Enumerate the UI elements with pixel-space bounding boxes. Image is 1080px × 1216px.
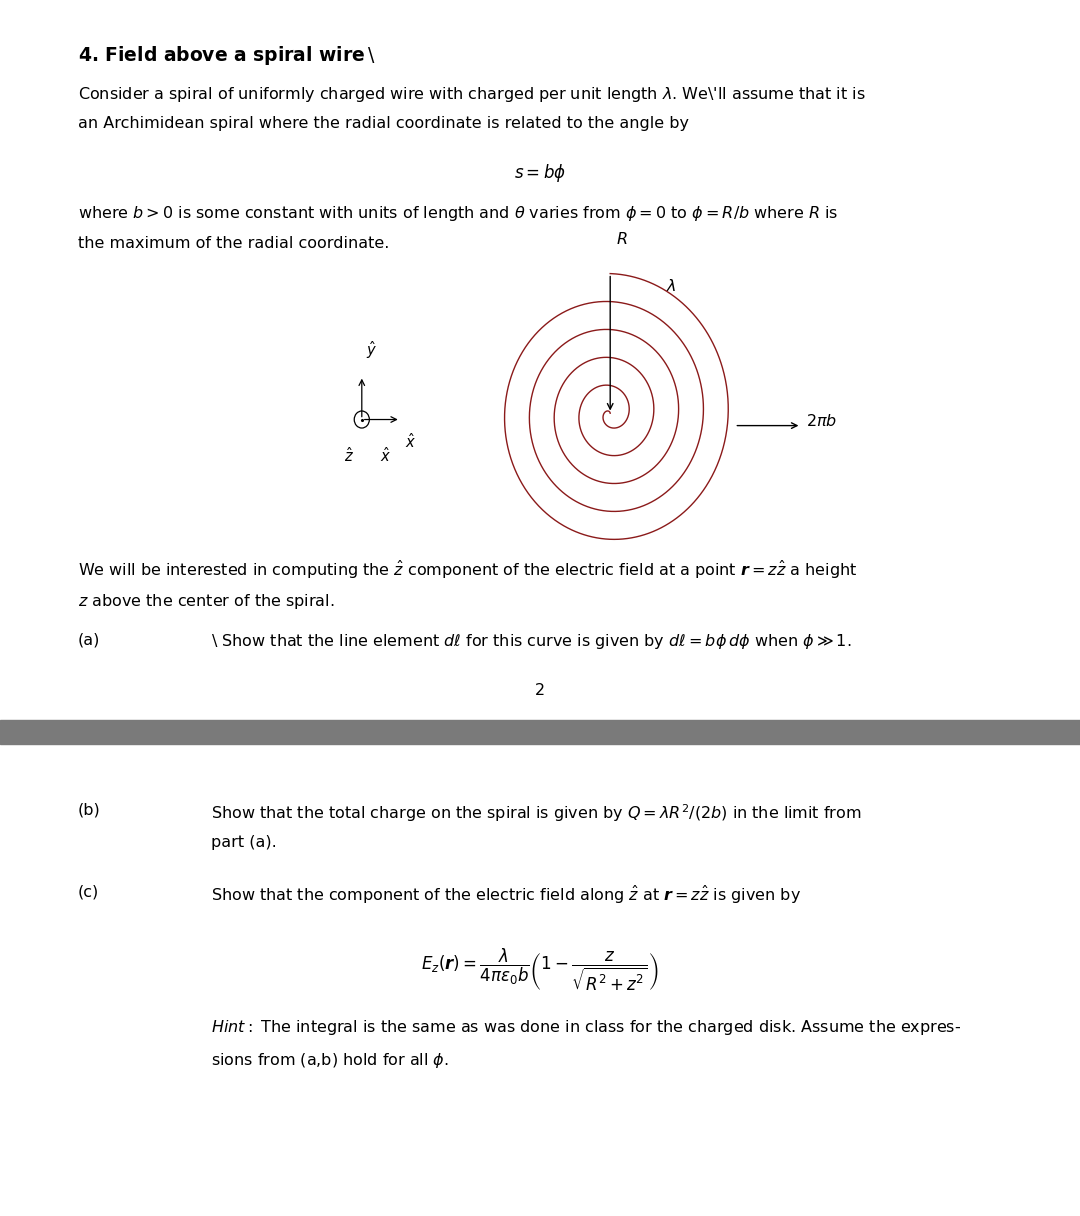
Text: $\backslash$ Show that the line element $d\ell$ for this curve is given by $d\el: $\backslash$ Show that the line element …	[211, 632, 851, 652]
Text: (c): (c)	[78, 884, 99, 899]
Text: $\hat{y}$: $\hat{y}$	[366, 339, 377, 361]
Text: Show that the total charge on the spiral is given by $Q = \lambda R^2/(2b)$ in t: Show that the total charge on the spiral…	[211, 803, 861, 824]
Text: (b): (b)	[78, 803, 100, 817]
Text: $\hat{z}$: $\hat{z}$	[343, 446, 354, 465]
Text: an Archimidean spiral where the radial coordinate is related to the angle by: an Archimidean spiral where the radial c…	[78, 116, 689, 130]
Text: $E_z(\boldsymbol{r}) = \dfrac{\lambda}{4\pi\epsilon_0 b}\left(1 - \dfrac{z}{\sqr: $E_z(\boldsymbol{r}) = \dfrac{\lambda}{4…	[421, 946, 659, 992]
Text: $\hat{x}$: $\hat{x}$	[405, 432, 416, 450]
Bar	[0, 720, 1080, 744]
Text: 4. Field above a spiral wire$\,\backslash$: 4. Field above a spiral wire$\,\backslas…	[78, 45, 376, 67]
Text: part (a).: part (a).	[211, 835, 276, 850]
Text: $z$ above the center of the spiral.: $z$ above the center of the spiral.	[78, 592, 335, 612]
Text: We will be interested in computing the $\hat{z}$ component of the electric field: We will be interested in computing the $…	[78, 559, 858, 581]
Text: the maximum of the radial coordinate.: the maximum of the radial coordinate.	[78, 236, 389, 250]
Text: sions from (a,b) hold for all $\phi$.: sions from (a,b) hold for all $\phi$.	[211, 1051, 448, 1070]
Text: 2: 2	[535, 683, 545, 698]
Text: Consider a spiral of uniformly charged wire with charged per unit length $\lambd: Consider a spiral of uniformly charged w…	[78, 85, 865, 105]
Text: (a): (a)	[78, 632, 100, 647]
Text: where $b > 0$ is some constant with units of length and $\theta$ varies from $\p: where $b > 0$ is some constant with unit…	[78, 204, 838, 224]
Text: $\lambda$: $\lambda$	[666, 278, 677, 294]
Text: $s = b\phi$: $s = b\phi$	[514, 162, 566, 184]
Text: $\mathit{Hint{:}}$ The integral is the same as was done in class for the charged: $\mathit{Hint{:}}$ The integral is the s…	[211, 1018, 961, 1037]
Text: $R$: $R$	[616, 231, 627, 247]
Text: Show that the component of the electric field along $\hat{z}$ at $\boldsymbol{r}: Show that the component of the electric …	[211, 884, 800, 906]
Text: $2\pi b$: $2\pi b$	[806, 412, 837, 429]
Text: $\hat{x}$: $\hat{x}$	[380, 446, 391, 465]
